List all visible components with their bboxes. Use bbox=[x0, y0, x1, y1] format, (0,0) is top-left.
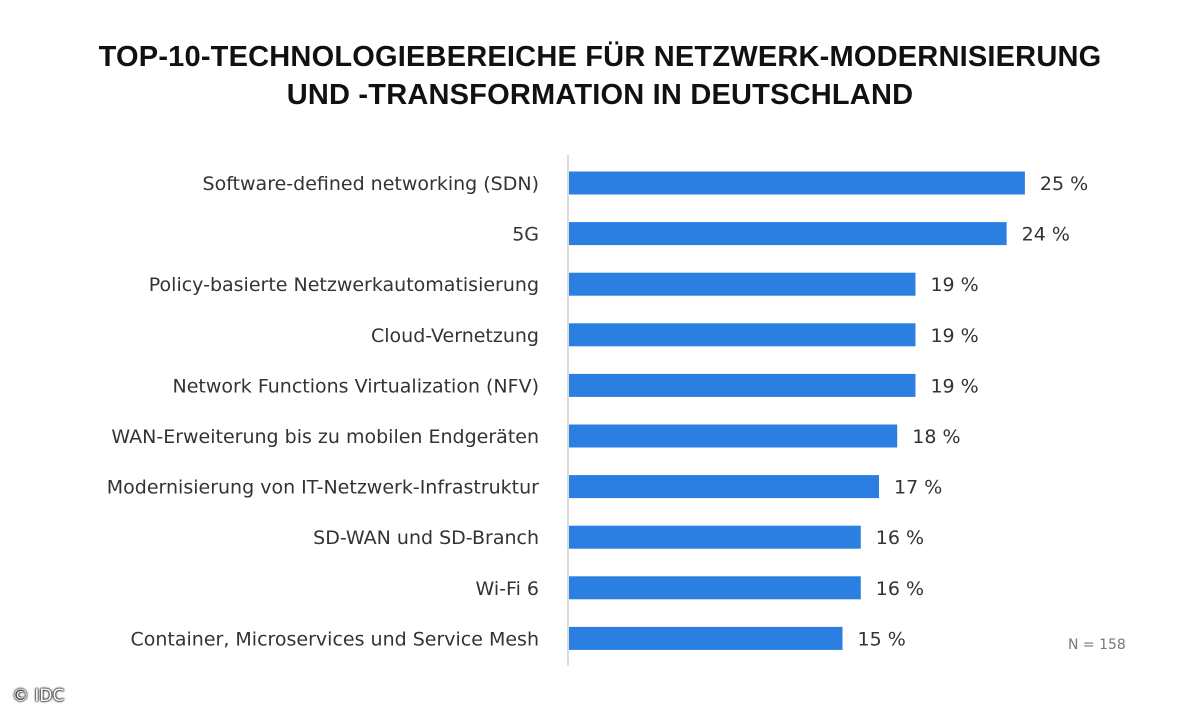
bar bbox=[569, 222, 1007, 246]
value-label: 19 % bbox=[930, 325, 978, 347]
value-label: 15 % bbox=[858, 628, 906, 650]
chart-title-line-1: TOP-10-TECHNOLOGIEBEREICHE FÜR NETZWERK-… bbox=[98, 41, 1102, 73]
category-label: 5G bbox=[512, 224, 539, 246]
value-label: 25 % bbox=[1040, 173, 1088, 195]
category-label: Wi-Fi 6 bbox=[476, 578, 539, 600]
category-label: WAN-Erweiterung bis zu mobilen Endgeräte… bbox=[111, 426, 539, 448]
category-label: Cloud-Vernetzung bbox=[371, 325, 539, 347]
category-label: Software-defined networking (SDN) bbox=[203, 173, 539, 195]
value-label: 19 % bbox=[930, 375, 978, 397]
bar bbox=[569, 576, 861, 600]
value-label: 16 % bbox=[876, 578, 924, 600]
copyright-label: © IDC bbox=[12, 686, 65, 706]
bar bbox=[569, 272, 916, 296]
category-label: Policy-basierte Netzwerkautomatisierung bbox=[149, 274, 539, 296]
category-label: Container, Microservices und Service Mes… bbox=[130, 628, 539, 650]
value-label: 16 % bbox=[876, 527, 924, 549]
value-label: 17 % bbox=[894, 477, 942, 499]
category-label: Modernisierung von IT-Netzwerk-Infrastru… bbox=[107, 477, 539, 499]
chart-title: TOP-10-TECHNOLOGIEBEREICHE FÜR NETZWERK-… bbox=[0, 38, 1200, 114]
bar bbox=[569, 475, 879, 499]
chart-title-line-2: UND -TRANSFORMATION IN DEUTSCHLAND bbox=[286, 79, 914, 111]
value-label: 19 % bbox=[930, 274, 978, 296]
sample-size-note: N = 158 bbox=[1068, 637, 1126, 653]
bar bbox=[569, 171, 1025, 195]
category-label: Network Functions Virtualization (NFV) bbox=[172, 375, 539, 397]
bar bbox=[569, 323, 916, 347]
bar bbox=[569, 626, 843, 650]
category-label: SD-WAN und SD-Branch bbox=[313, 527, 539, 549]
bar bbox=[569, 373, 916, 397]
value-label: 24 % bbox=[1022, 224, 1070, 246]
value-label: 18 % bbox=[912, 426, 960, 448]
bar bbox=[569, 525, 861, 549]
bar bbox=[569, 424, 898, 448]
